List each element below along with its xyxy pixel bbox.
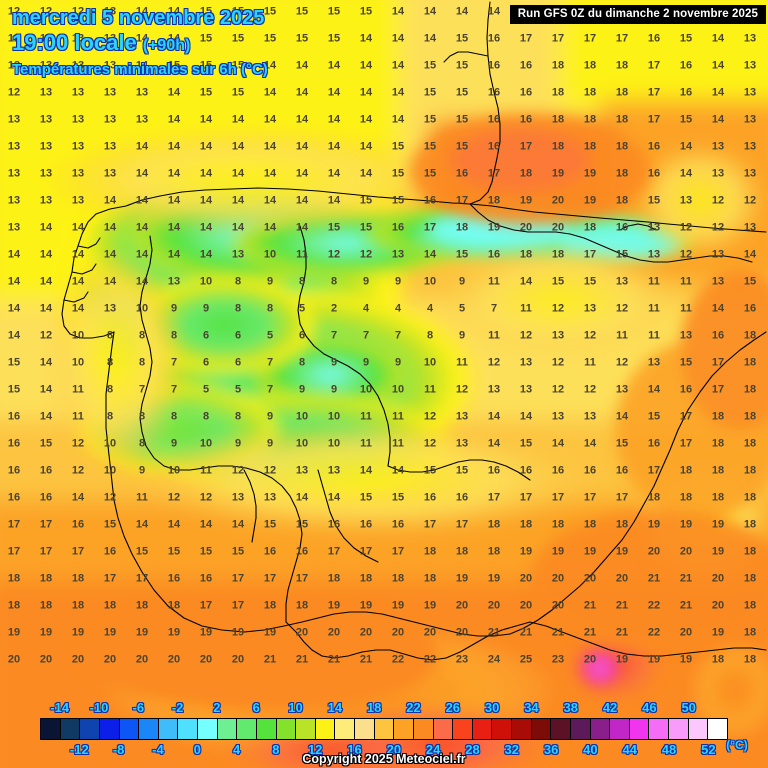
scale-tick-label: 28 [465,742,480,757]
color-swatch [237,719,257,739]
color-swatch [374,719,395,739]
color-swatch [551,719,571,739]
color-swatch [99,719,120,739]
header-time: 19:00 locale [12,30,138,55]
color-swatch [453,719,473,739]
scale-tick-label: 4 [232,742,241,757]
color-swatch [198,719,218,739]
scale-tick-label: -12 [69,742,89,757]
scale-tick-label: 26 [445,700,461,715]
scale-tick-label: 18 [366,700,382,715]
color-scale-unit: (°C) [726,738,748,752]
header-forecast-offset: (+90h) [142,37,191,55]
scale-tick-label: 36 [543,742,559,757]
color-swatch [629,719,650,739]
color-swatch [41,719,61,739]
scale-tick-label: 16 [347,742,362,757]
scale-tick-label: 46 [642,700,657,715]
color-swatch [178,719,198,739]
color-swatch [80,719,100,739]
scale-tick-label: 34 [524,700,539,715]
color-swatch [158,719,179,739]
copyright-notice: Copyright 2025 Meteociel.fr [302,752,466,766]
scale-tick-label: 40 [583,742,598,757]
scale-tick-label: 20 [386,742,402,757]
color-swatch [472,719,493,739]
color-swatch [355,719,375,739]
color-swatch [433,719,454,739]
color-swatch [570,719,591,739]
scale-tick-label: -14 [50,700,70,715]
header-time-row: 19:00 locale (+90h) [12,30,268,55]
color-swatch [590,719,611,739]
scale-tick-label: 32 [504,742,519,757]
color-swatch [335,719,355,739]
scale-tick-label: 0 [193,742,201,757]
color-swatch [492,719,512,739]
color-swatch [217,719,238,739]
scale-tick-label: 44 [622,742,637,757]
scale-tick-label: 2 [213,700,221,715]
header-parameter: Températures minimales sur 6h (°C) [12,61,269,79]
color-swatch [531,719,552,739]
scale-tick-label: 22 [406,700,421,715]
scale-tick-label: 42 [602,700,618,715]
color-swatch [688,719,709,739]
color-swatch [394,719,414,739]
color-swatch [119,719,140,739]
color-swatch [708,719,727,739]
scale-tick-label: -10 [89,700,109,715]
scale-tick-label: 48 [661,742,677,757]
scale-tick-label: 38 [563,700,578,715]
color-swatch [669,719,689,739]
scale-tick-label: -2 [171,700,184,715]
scale-tick-label: 8 [272,742,280,757]
scale-tick-label: 10 [288,700,303,715]
scale-tick-label: -6 [132,700,145,715]
color-swatch [610,719,630,739]
scale-tick-label: -4 [152,742,164,757]
color-swatch [512,719,532,739]
scale-tick-label: 52 [701,742,716,757]
color-swatch [296,719,316,739]
color-swatch [649,719,669,739]
color-swatch [139,719,159,739]
scale-tick-label: 6 [252,700,260,715]
color-swatch [256,719,277,739]
color-swatch [60,719,81,739]
scale-tick-label: 24 [425,742,441,757]
color-scale-bar[interactable] [40,718,728,740]
color-swatch [315,719,336,739]
scale-tick-label: 14 [327,700,343,715]
scale-tick-label: -8 [112,742,125,757]
scale-tick-label: 50 [681,700,696,715]
map-header: mercredi 5 novembre 2025 19:00 locale (+… [12,7,269,79]
model-run-banner: Run GFS 0Z du dimanche 2 novembre 2025 [509,5,766,24]
header-date: mercredi 5 novembre 2025 [12,7,265,30]
color-swatch [413,719,434,739]
scale-tick-label: 12 [307,742,323,757]
color-scale[interactable]: (°C) -14 -10 -6 -2 2 6 10 14 18 22 26 30 34 38 42 46 50-… [0,694,768,768]
color-swatch [276,719,297,739]
scale-tick-label: 30 [484,700,500,715]
